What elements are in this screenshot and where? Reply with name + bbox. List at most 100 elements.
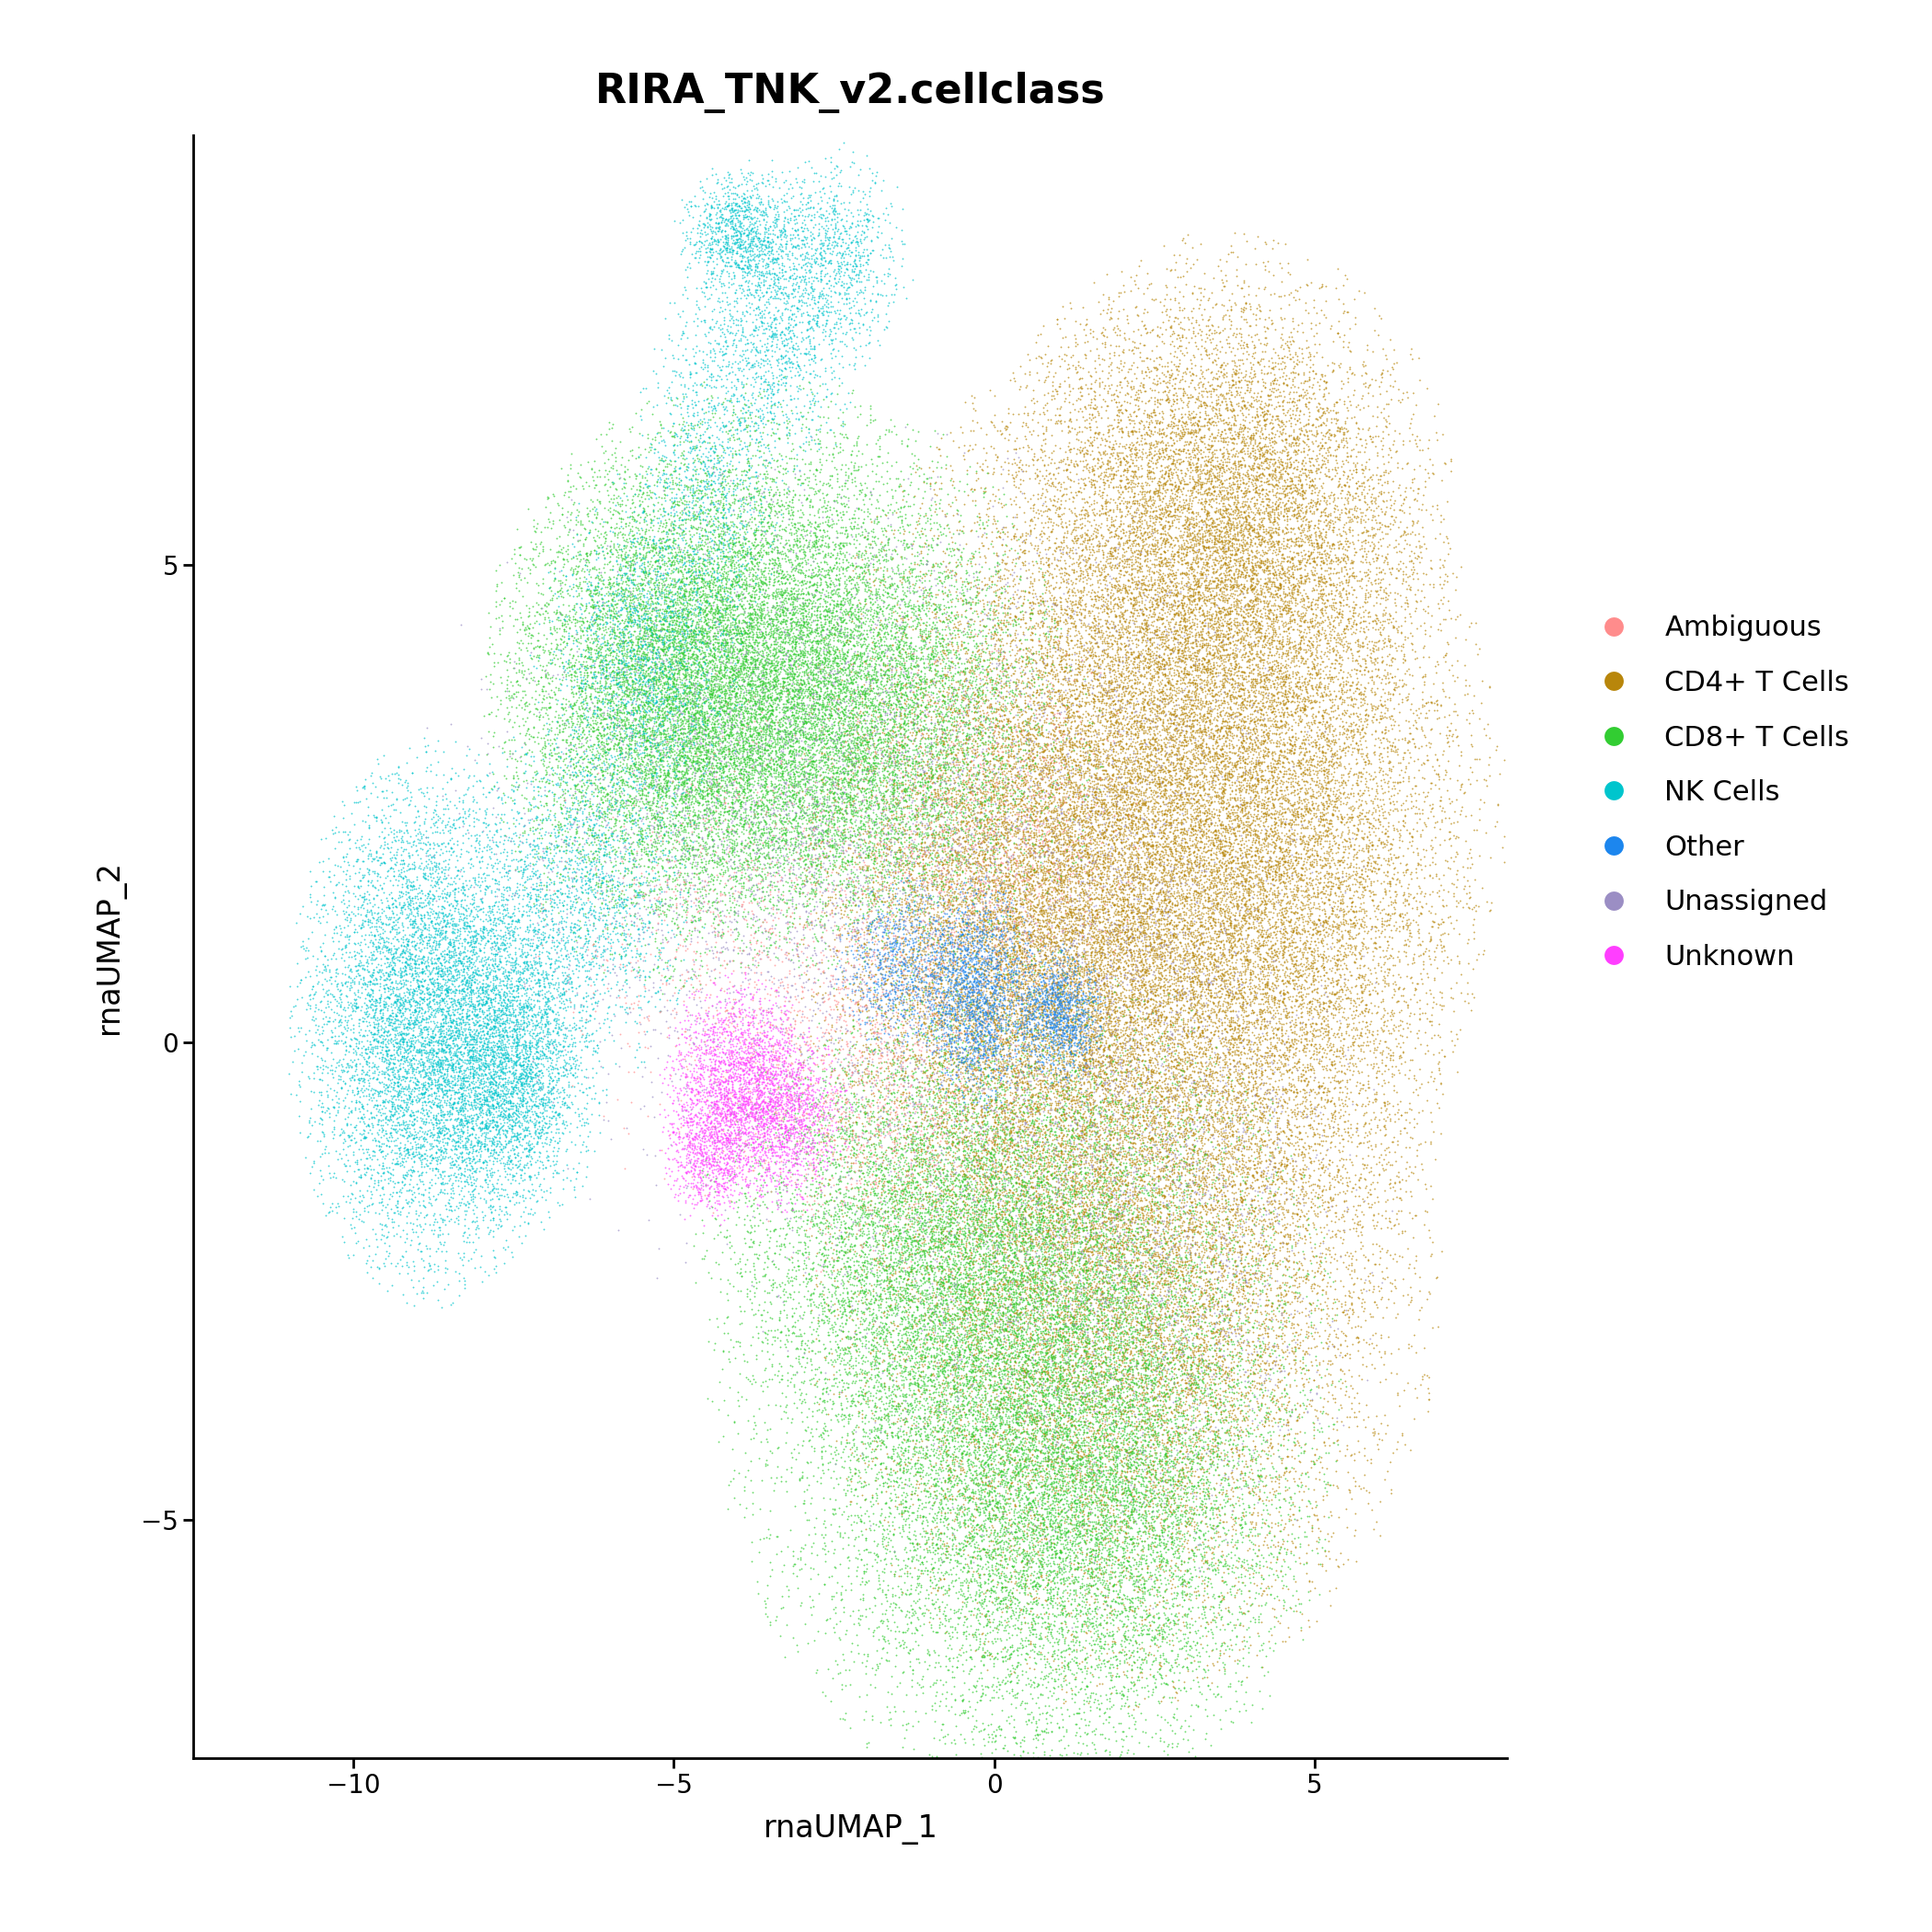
- Point: [788, 1188, 819, 1219]
- Point: [1148, 842, 1179, 873]
- Point: [1103, 1285, 1134, 1316]
- Point: [1122, 352, 1153, 383]
- Point: [628, 611, 659, 641]
- Point: [844, 976, 875, 1007]
- Point: [1209, 526, 1240, 556]
- Point: [1269, 1294, 1300, 1325]
- Point: [891, 1057, 922, 1088]
- Point: [723, 810, 753, 840]
- Point: [1146, 1509, 1177, 1540]
- Point: [738, 1117, 769, 1148]
- Point: [895, 769, 925, 800]
- Point: [968, 1105, 999, 1136]
- Point: [1206, 850, 1236, 881]
- Point: [1053, 1287, 1084, 1318]
- Point: [1281, 1532, 1312, 1563]
- Point: [753, 1101, 784, 1132]
- Point: [1208, 609, 1238, 639]
- Point: [784, 431, 815, 462]
- Point: [1308, 1005, 1339, 1036]
- Point: [728, 837, 759, 867]
- Point: [858, 667, 889, 697]
- Point: [730, 638, 761, 668]
- Point: [1043, 985, 1074, 1016]
- Point: [1202, 371, 1233, 402]
- Point: [1140, 748, 1171, 779]
- Point: [711, 211, 742, 242]
- Point: [1184, 468, 1215, 498]
- Point: [1217, 236, 1248, 267]
- Point: [769, 330, 800, 361]
- Point: [1099, 800, 1130, 831]
- Point: [703, 1124, 734, 1155]
- Point: [1126, 1372, 1157, 1403]
- Point: [1059, 976, 1090, 1007]
- Point: [862, 1167, 893, 1198]
- Point: [639, 753, 670, 784]
- Point: [1144, 891, 1175, 922]
- Point: [1148, 753, 1179, 784]
- Point: [1084, 893, 1115, 923]
- Point: [831, 282, 862, 313]
- Point: [1078, 659, 1109, 690]
- Point: [952, 1325, 983, 1356]
- Point: [906, 867, 937, 898]
- Point: [968, 1036, 999, 1066]
- Point: [1173, 1122, 1204, 1153]
- Point: [935, 690, 966, 721]
- Point: [1238, 558, 1269, 589]
- Point: [676, 410, 707, 440]
- Point: [1003, 968, 1034, 999]
- Point: [703, 1041, 734, 1072]
- Point: [856, 533, 887, 564]
- Point: [813, 663, 844, 694]
- Point: [1094, 1378, 1124, 1408]
- Point: [1022, 1144, 1053, 1175]
- Point: [825, 1080, 856, 1111]
- Point: [1117, 951, 1148, 981]
- Point: [978, 1406, 1009, 1437]
- Point: [784, 645, 815, 676]
- Point: [1240, 280, 1271, 311]
- Point: [1211, 1327, 1242, 1358]
- Point: [1076, 384, 1107, 415]
- Point: [999, 1358, 1030, 1389]
- Point: [1227, 796, 1258, 827]
- Point: [1223, 1024, 1254, 1055]
- Point: [972, 1412, 1003, 1443]
- Point: [900, 877, 931, 908]
- Point: [752, 1522, 782, 1553]
- Point: [574, 815, 605, 846]
- Point: [1113, 1492, 1144, 1522]
- Point: [978, 1320, 1009, 1350]
- Point: [1014, 1246, 1045, 1277]
- Point: [1049, 1586, 1080, 1617]
- Point: [1395, 860, 1426, 891]
- Point: [999, 724, 1030, 755]
- Point: [280, 1078, 311, 1109]
- Point: [895, 852, 925, 883]
- Point: [1142, 645, 1173, 676]
- Point: [1072, 891, 1103, 922]
- Point: [713, 184, 744, 214]
- Point: [1416, 825, 1447, 856]
- Point: [980, 1136, 1010, 1167]
- Point: [794, 802, 825, 833]
- Point: [1099, 1273, 1130, 1304]
- Point: [1080, 696, 1111, 726]
- Point: [1298, 705, 1329, 736]
- Point: [1171, 1314, 1202, 1345]
- Point: [896, 802, 927, 833]
- Point: [1155, 1426, 1186, 1457]
- Point: [667, 630, 697, 661]
- Point: [603, 740, 634, 771]
- Point: [1136, 1111, 1167, 1142]
- Point: [363, 1165, 394, 1196]
- Point: [908, 1308, 939, 1339]
- Point: [954, 1171, 985, 1202]
- Point: [556, 833, 587, 864]
- Point: [1376, 730, 1406, 761]
- Point: [906, 1671, 937, 1702]
- Point: [1122, 1208, 1153, 1238]
- Point: [396, 931, 427, 962]
